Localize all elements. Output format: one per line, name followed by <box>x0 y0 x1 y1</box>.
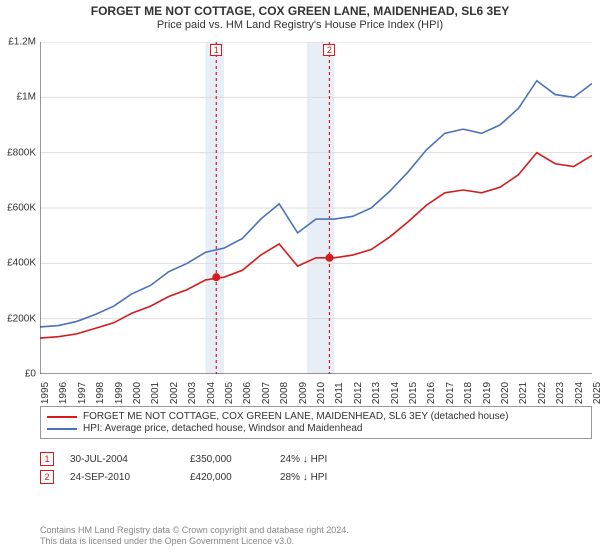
x-axis-label: 2013 <box>371 382 382 404</box>
legend-swatch <box>47 416 77 418</box>
legend-label: FORGET ME NOT COTTAGE, COX GREEN LANE, M… <box>83 411 509 422</box>
vline-marker-badge: 1 <box>210 44 222 56</box>
x-axis-label: 2005 <box>224 382 235 404</box>
x-axis-label: 2016 <box>426 382 437 404</box>
x-axis-label: 2008 <box>279 382 290 404</box>
y-axis-label: £600K <box>7 203 36 214</box>
marker-note-row: 1 30-JUL-2004£350,00024% ↓ HPI <box>40 452 327 466</box>
x-axis-label: 2007 <box>261 382 272 404</box>
chart-title: FORGET ME NOT COTTAGE, COX GREEN LANE, M… <box>0 4 600 18</box>
x-axis-label: 2015 <box>408 382 419 404</box>
marker-note-date: 24-SEP-2010 <box>70 472 190 483</box>
x-axis-label: 2003 <box>187 382 198 404</box>
x-axis-label: 2009 <box>298 382 309 404</box>
x-axis-label: 1996 <box>58 382 69 404</box>
marker-note-date: 30-JUL-2004 <box>70 454 190 465</box>
legend-label: HPI: Average price, detached house, Wind… <box>83 423 362 434</box>
x-axis-label: 2018 <box>463 382 474 404</box>
y-axis-label: £1M <box>17 92 36 103</box>
x-axis-label: 2022 <box>537 382 548 404</box>
chart-svg <box>40 42 592 374</box>
x-axis-label: 2014 <box>390 382 401 404</box>
x-axis-label: 2023 <box>555 382 566 404</box>
x-axis-label: 2002 <box>169 382 180 404</box>
y-axis-label: £1.2M <box>8 37 36 48</box>
x-axis-label: 1995 <box>40 382 51 404</box>
marker-note-delta: 28% ↓ HPI <box>280 472 327 483</box>
legend-item: FORGET ME NOT COTTAGE, COX GREEN LANE, M… <box>47 411 585 422</box>
x-axis-label: 2012 <box>353 382 364 404</box>
chart-subtitle: Price paid vs. HM Land Registry's House … <box>0 19 600 31</box>
y-axis-label: £0 <box>25 369 36 380</box>
x-axis-label: 1999 <box>114 382 125 404</box>
footer-line2: This data is licensed under the Open Gov… <box>40 536 349 548</box>
x-axis-label: 2024 <box>574 382 585 404</box>
marker-note-price: £350,000 <box>190 454 280 465</box>
legend-swatch <box>47 428 77 430</box>
x-axis-label: 2021 <box>518 382 529 404</box>
footer-attribution: Contains HM Land Registry data © Crown c… <box>40 525 349 548</box>
y-axis-label: £800K <box>7 147 36 158</box>
y-axis-label: £400K <box>7 258 36 269</box>
marker-note-badge: 2 <box>40 470 54 484</box>
x-axis-label: 2020 <box>500 382 511 404</box>
x-axis-label: 2010 <box>316 382 327 404</box>
x-axis-label: 1997 <box>77 382 88 404</box>
footer-line1: Contains HM Land Registry data © Crown c… <box>40 525 349 537</box>
marker-notes-table: 1 30-JUL-2004£350,00024% ↓ HPI 2 24-SEP-201… <box>40 448 327 488</box>
chart-container: FORGET ME NOT COTTAGE, COX GREEN LANE, M… <box>0 0 600 560</box>
vline-marker-badge: 2 <box>323 44 335 56</box>
x-axis-label: 2000 <box>132 382 143 404</box>
x-axis-label: 2025 <box>592 382 600 404</box>
x-axis-label: 2004 <box>206 382 217 404</box>
marker-note-delta: 24% ↓ HPI <box>280 454 327 465</box>
x-axis-label: 1998 <box>95 382 106 404</box>
x-axis-label: 2019 <box>482 382 493 404</box>
y-axis-label: £200K <box>7 313 36 324</box>
chart-area: £0£200K£400K£600K£800K£1M£1.2M 199519961… <box>40 42 592 374</box>
marker-note-row: 2 24-SEP-2010£420,00028% ↓ HPI <box>40 470 327 484</box>
marker-note-badge: 1 <box>40 452 54 466</box>
x-axis-label: 2011 <box>334 382 345 404</box>
x-axis-label: 2006 <box>242 382 253 404</box>
x-axis-label: 2001 <box>150 382 161 404</box>
x-axis-label: 2017 <box>445 382 456 404</box>
legend-item: HPI: Average price, detached house, Wind… <box>47 423 585 434</box>
legend: FORGET ME NOT COTTAGE, COX GREEN LANE, M… <box>40 406 592 439</box>
marker-note-price: £420,000 <box>190 472 280 483</box>
title-block: FORGET ME NOT COTTAGE, COX GREEN LANE, M… <box>0 0 600 31</box>
